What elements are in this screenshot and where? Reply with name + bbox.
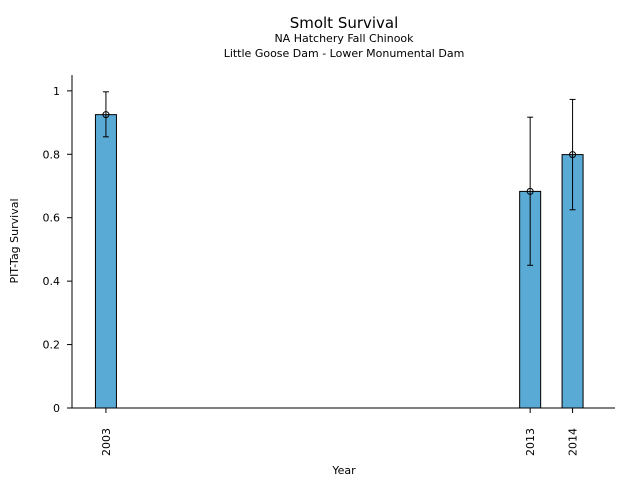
y-tick-label: 0 [53,402,60,415]
y-tick-label: 0.4 [43,275,61,288]
point-marker [526,187,534,195]
y-tick-label: 0.8 [43,148,61,161]
point-marker [569,151,577,159]
point-marker [102,111,110,119]
x-tick-label: 2014 [567,428,580,456]
chart-title: Smolt Survival [290,14,399,32]
y-tick-label: 0.2 [43,339,61,352]
x-tick-label: 2013 [524,428,537,456]
y-tick-label: 1 [53,85,60,98]
chart-subtitle-1: NA Hatchery Fall Chinook [274,32,414,45]
y-tick-label: 0.6 [43,212,61,225]
plot-area [94,91,584,409]
bar [94,114,117,409]
chart-subtitle-2: Little Goose Dam - Lower Monumental Dam [224,47,465,60]
x-axis-label: Year [331,464,356,477]
x-tick-label: 2003 [100,428,113,456]
y-axis-label: PIT-Tag Survival [8,198,21,283]
